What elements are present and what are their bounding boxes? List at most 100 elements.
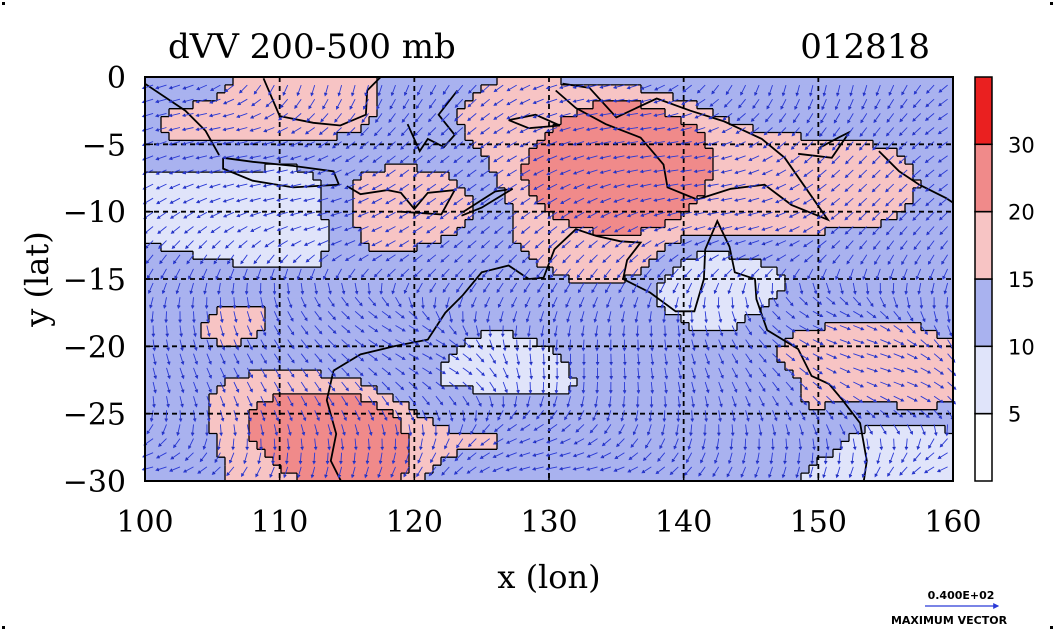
field-cell [353, 132, 362, 141]
field-cell [633, 172, 642, 181]
field-cell [153, 84, 162, 94]
field-cell [665, 267, 674, 276]
field-cell [145, 132, 154, 141]
field-cell [905, 362, 914, 371]
field-cell [913, 187, 922, 197]
field-cell [753, 378, 762, 387]
field-cell [945, 116, 953, 126]
field-cell [841, 409, 850, 419]
field-cell [337, 401, 346, 411]
field-cell [337, 275, 346, 284]
field-cell [305, 219, 314, 229]
field-cell [505, 259, 514, 268]
field-cell [793, 132, 802, 141]
field-cell [697, 290, 706, 300]
field-cell [289, 251, 298, 260]
field-cell [553, 203, 562, 213]
field-cell [481, 203, 490, 213]
field-cell [385, 132, 394, 141]
field-cell [825, 314, 834, 324]
field-cell [201, 338, 210, 347]
field-cell [617, 267, 626, 276]
field-cell [393, 362, 402, 371]
field-cell [673, 211, 682, 221]
field-cell [793, 148, 802, 157]
field-cell [569, 235, 578, 244]
field-cell [737, 108, 746, 118]
field-cell [241, 124, 250, 134]
field-cell [577, 92, 586, 102]
field-cell [729, 179, 738, 189]
field-cell [929, 227, 938, 237]
field-cell [681, 156, 690, 165]
field-cell [809, 425, 818, 435]
field-cell [401, 84, 410, 94]
field-cell [305, 314, 314, 324]
field-cell [177, 465, 186, 474]
field-cell [321, 235, 330, 244]
field-cell [801, 433, 810, 442]
field-cell [265, 417, 274, 427]
field-cell [641, 108, 650, 118]
field-cell [777, 385, 786, 395]
field-cell [713, 346, 722, 355]
field-cell [841, 393, 850, 403]
field-cell [745, 290, 754, 300]
field-cell [513, 172, 522, 181]
field-cell [617, 298, 626, 308]
field-cell [193, 77, 202, 86]
field-cell [425, 306, 434, 316]
field-cell [529, 148, 538, 157]
field-cell [849, 156, 858, 165]
field-cell [329, 92, 338, 102]
field-cell [409, 441, 418, 450]
field-cell [937, 77, 946, 86]
field-cell [689, 441, 698, 450]
field-cell [505, 346, 514, 355]
field-cell [393, 425, 402, 435]
field-cell [745, 322, 754, 332]
field-cell [801, 457, 810, 466]
field-cell [809, 393, 818, 403]
field-cell [265, 84, 274, 94]
field-cell [449, 441, 458, 450]
field-cell [601, 172, 610, 181]
field-cell [361, 417, 370, 427]
field-cell [305, 385, 314, 395]
field-cell [857, 314, 866, 324]
field-cell [905, 370, 914, 379]
field-cell [809, 203, 818, 213]
field-cell [305, 322, 314, 332]
field-cell [881, 354, 890, 363]
field-cell [569, 211, 578, 221]
field-cell [881, 338, 890, 347]
field-cell [745, 259, 754, 268]
field-cell [881, 108, 890, 118]
field-cell [273, 219, 282, 229]
field-cell [273, 393, 282, 403]
field-cell [417, 433, 426, 442]
field-cell [601, 298, 610, 308]
field-cell [609, 449, 618, 458]
field-cell [929, 195, 938, 205]
field-cell [569, 132, 578, 141]
field-cell [817, 132, 826, 141]
field-cell [497, 259, 506, 268]
field-cell [769, 203, 778, 213]
field-cell [473, 275, 482, 284]
field-cell [177, 116, 186, 126]
field-cell [665, 77, 674, 86]
field-cell [657, 116, 666, 126]
field-cell [609, 441, 618, 450]
field-cell [145, 100, 154, 110]
field-cell [521, 179, 530, 189]
field-cell [705, 251, 714, 260]
field-cell [945, 187, 953, 197]
field-cell [601, 346, 610, 355]
field-cell [225, 425, 234, 435]
field-cell [945, 370, 953, 379]
field-cell [361, 401, 370, 411]
field-cell [777, 378, 786, 387]
field-cell [185, 77, 194, 86]
field-cell [817, 219, 826, 229]
